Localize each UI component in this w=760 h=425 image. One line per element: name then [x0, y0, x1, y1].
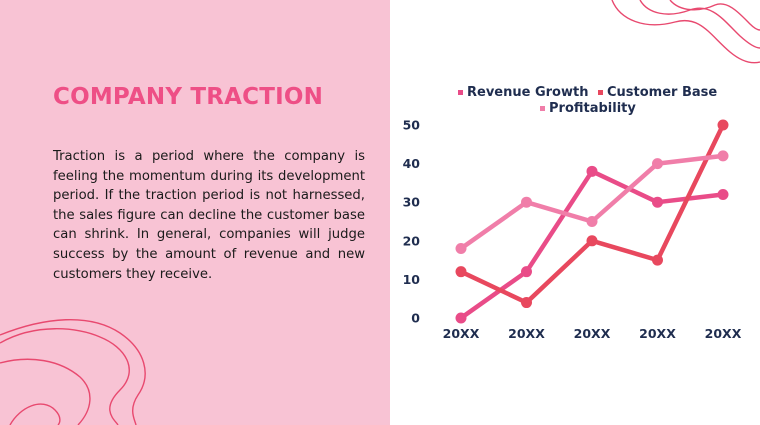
- x-tick-label: 20XX: [508, 326, 545, 341]
- x-tick-label: 20XX: [443, 326, 480, 341]
- y-axis: 0 10 20 30 40 50: [403, 118, 421, 326]
- x-tick-label: 20XX: [574, 326, 611, 341]
- left-panel: COMPANY TRACTION Traction is a period wh…: [0, 0, 390, 425]
- revenue-growth-legend-label: Revenue Growth: [467, 85, 588, 100]
- revenue-growth-point: [455, 312, 467, 324]
- y-tick-label: 40: [403, 156, 421, 171]
- revenue-growth-legend-swatch: [458, 90, 463, 95]
- profitability-legend-label: Profitability: [549, 101, 636, 116]
- slide-body-text: Traction is a period where the company i…: [53, 149, 365, 282]
- decorative-wave-top-right: [611, 0, 760, 64]
- profitability-point: [521, 196, 532, 208]
- traction-line-chart: Revenue Growth Customer BaseProfitability…: [403, 85, 742, 341]
- profitability-legend-swatch: [540, 106, 545, 111]
- customer-base-line: [458, 122, 726, 305]
- revenue-growth-point: [652, 196, 663, 208]
- y-tick-label: 10: [403, 272, 421, 287]
- customer-base-legend-swatch: [598, 90, 603, 95]
- revenue-growth-point: [586, 165, 598, 177]
- y-tick-label: 30: [403, 195, 421, 210]
- revenue-growth-point: [717, 188, 729, 200]
- customer-base-legend-label: Customer Base: [607, 85, 717, 100]
- profitability-point: [652, 158, 663, 170]
- y-tick-label: 20: [403, 233, 421, 248]
- revenue-growth-point: [521, 266, 532, 278]
- x-tick-label: 20XX: [639, 326, 676, 341]
- customer-base-point: [521, 297, 532, 309]
- x-axis: 20XX 20XX 20XX 20XX 20XX: [443, 326, 742, 341]
- customer-base-point: [652, 254, 663, 266]
- y-tick-label: 50: [403, 118, 421, 133]
- y-tick-label: 0: [411, 311, 420, 326]
- profitability-point: [455, 243, 467, 255]
- customer-base-point: [717, 119, 729, 131]
- profitability-point: [586, 216, 598, 227]
- x-tick-label: 20XX: [705, 326, 742, 341]
- slide-title: COMPANY TRACTION: [53, 84, 324, 110]
- series-points: [455, 119, 729, 324]
- decorative-wave-bottom-left: [0, 319, 146, 425]
- profitability-point: [717, 150, 729, 162]
- customer-base-point: [586, 235, 598, 247]
- customer-base-point: [455, 266, 467, 278]
